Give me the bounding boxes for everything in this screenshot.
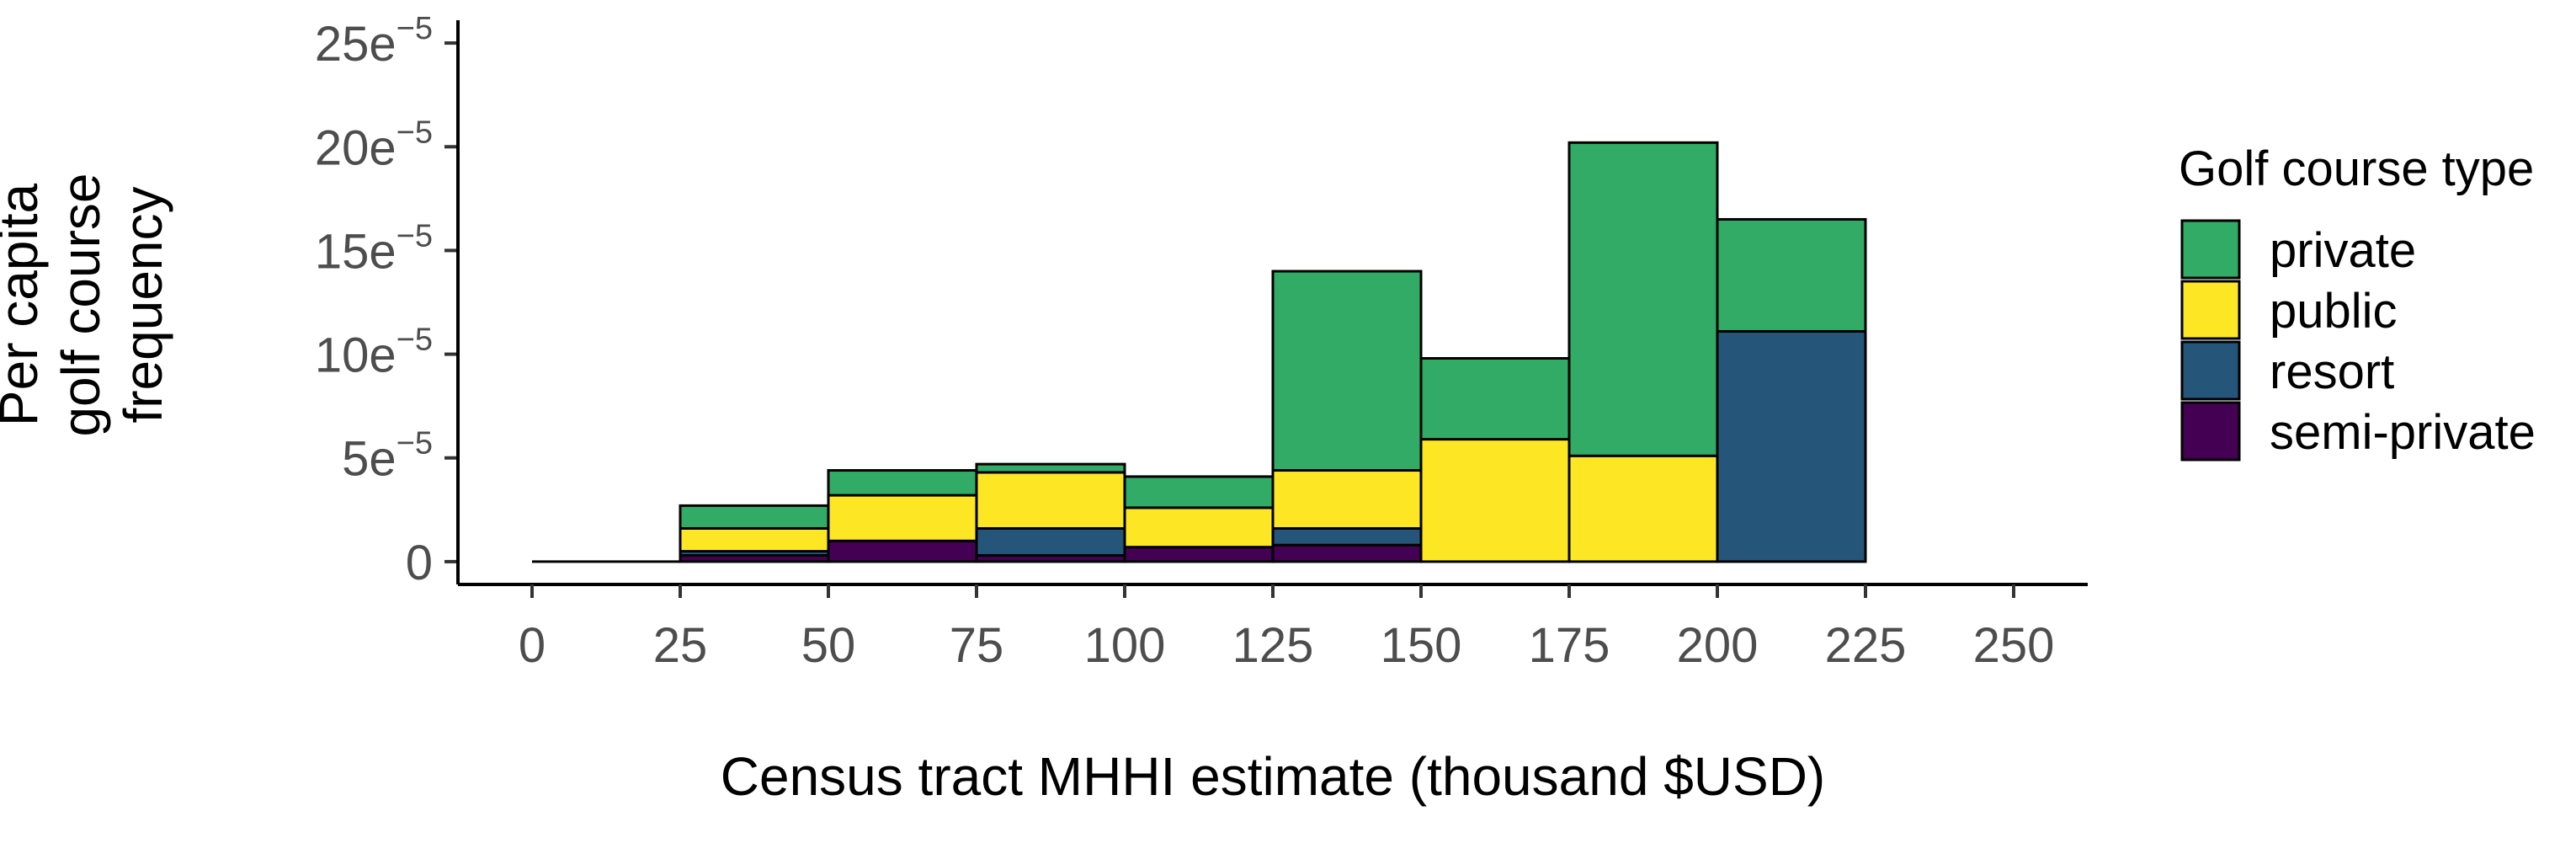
x-tick-label: 75 bbox=[950, 618, 1004, 673]
y-tick-label: 10e−5 bbox=[315, 323, 433, 383]
y-axis-title: Per capitagolf coursefrequency bbox=[0, 173, 173, 436]
y-tick-label: 25e−5 bbox=[315, 11, 433, 72]
bar-segment-public-125 bbox=[1271, 469, 1423, 530]
legend-label-semi-private: semi-private bbox=[2270, 405, 2536, 460]
stacked-bars bbox=[532, 141, 1867, 563]
legend-key-private bbox=[2180, 219, 2241, 280]
x-tick-label: 175 bbox=[1529, 618, 1610, 673]
x-axis-ticks: 0 25 50 75 100 125 150 175 200 225 250 bbox=[519, 584, 2055, 673]
bar-segment-public-175 bbox=[1567, 454, 1719, 563]
bar-segment-private-175 bbox=[1567, 141, 1719, 457]
bar-segment-public-150 bbox=[1419, 438, 1571, 563]
bar-segment-semi-private-125 bbox=[1271, 543, 1423, 563]
legend-label-resort: resort bbox=[2270, 344, 2394, 399]
x-tick-label: 225 bbox=[1825, 618, 1907, 673]
bar-segment-private-75 bbox=[975, 462, 1126, 474]
legend-label-private: private bbox=[2270, 223, 2416, 278]
bar-segment-public-75 bbox=[975, 471, 1126, 530]
x-tick-label: 50 bbox=[801, 618, 856, 673]
y-axis-ticks: 0 5e−5 10e−5 15e−5 20e−5 25e−5 bbox=[315, 11, 458, 590]
x-tick-label: 100 bbox=[1084, 618, 1166, 673]
bar-segment-resort-125 bbox=[1271, 526, 1423, 547]
bar-segment-private-100 bbox=[1123, 475, 1275, 510]
y-tick-label: 0 bbox=[406, 536, 433, 590]
bar-segment-public-100 bbox=[1123, 506, 1275, 549]
x-tick-label: 200 bbox=[1677, 618, 1759, 673]
bar-segment-public-50 bbox=[827, 494, 978, 542]
y-axis-title-text: Per capitagolf coursefrequency bbox=[0, 173, 173, 436]
y-tick-label: 20e−5 bbox=[315, 115, 433, 175]
bar-segment-private-150 bbox=[1419, 357, 1571, 441]
bar-segment-private-25 bbox=[679, 504, 830, 530]
x-tick-label: 0 bbox=[519, 618, 546, 673]
legend-title: Golf course type bbox=[2179, 141, 2534, 196]
bar-segment-private-50 bbox=[827, 469, 978, 497]
x-tick-label: 150 bbox=[1381, 618, 1462, 673]
x-tick-label: 25 bbox=[653, 618, 708, 673]
x-tick-label: 125 bbox=[1232, 618, 1314, 673]
bar-segment-semi-private-50 bbox=[827, 539, 978, 563]
legend-key-resort bbox=[2180, 340, 2241, 401]
x-axis-title: Census tract MHHI estimate (thousand $US… bbox=[721, 746, 1825, 807]
bar-segment-resort-75 bbox=[975, 526, 1126, 558]
legend-label-public: public bbox=[2270, 284, 2398, 339]
x-tick-label: 250 bbox=[1973, 618, 2055, 673]
y-tick-label: 15e−5 bbox=[315, 218, 433, 279]
y-tick-label: 5e−5 bbox=[342, 426, 433, 487]
bar-segment-resort-200 bbox=[1716, 329, 1867, 563]
legend-key-semi-private bbox=[2180, 401, 2241, 462]
bar-segment-public-25 bbox=[679, 526, 830, 553]
bar-segment-private-200 bbox=[1716, 217, 1867, 333]
bar-segment-private-125 bbox=[1271, 269, 1423, 472]
legend-key-public bbox=[2180, 280, 2241, 340]
bar-segment-semi-private-100 bbox=[1123, 546, 1275, 563]
